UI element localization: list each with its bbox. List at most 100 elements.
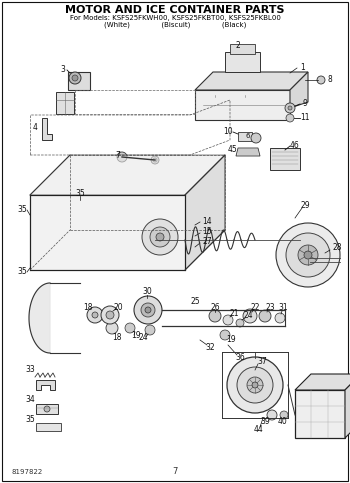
Bar (270, 148, 300, 170)
Text: 2: 2 (236, 42, 240, 51)
Text: 11: 11 (300, 114, 310, 123)
Text: 22: 22 (250, 302, 260, 312)
Text: 45: 45 (228, 145, 238, 155)
Text: 19: 19 (226, 336, 236, 344)
Circle shape (145, 307, 151, 313)
Polygon shape (36, 380, 55, 390)
Text: 24: 24 (138, 333, 148, 342)
Circle shape (69, 72, 81, 84)
Text: MOTOR AND ICE CONTAINER PARTS: MOTOR AND ICE CONTAINER PARTS (65, 5, 285, 15)
Circle shape (141, 303, 155, 317)
Polygon shape (345, 374, 350, 438)
Text: 18: 18 (112, 332, 122, 341)
Bar (68, 72, 90, 90)
Text: 34: 34 (25, 396, 35, 404)
Text: 7: 7 (116, 151, 120, 159)
Circle shape (72, 75, 78, 81)
Text: 27: 27 (202, 238, 212, 246)
Circle shape (134, 296, 162, 324)
Circle shape (150, 227, 170, 247)
Polygon shape (295, 374, 350, 390)
Circle shape (317, 76, 325, 84)
Polygon shape (30, 155, 225, 195)
Text: 36: 36 (235, 354, 245, 363)
Text: 35: 35 (17, 205, 27, 214)
Circle shape (288, 106, 292, 110)
Circle shape (286, 233, 330, 277)
Text: 1: 1 (301, 63, 305, 72)
Circle shape (251, 133, 261, 143)
Circle shape (92, 312, 98, 318)
Text: 44: 44 (253, 426, 263, 435)
Text: 28: 28 (332, 243, 342, 253)
Circle shape (153, 158, 157, 162)
Text: 40: 40 (277, 417, 287, 426)
Circle shape (267, 410, 277, 420)
Text: 46: 46 (290, 141, 300, 150)
Circle shape (247, 377, 263, 393)
Circle shape (280, 411, 288, 419)
Circle shape (151, 156, 159, 164)
Circle shape (304, 251, 312, 259)
Circle shape (243, 309, 257, 323)
Polygon shape (290, 72, 308, 108)
Circle shape (237, 367, 273, 403)
Text: 3: 3 (61, 66, 65, 74)
Text: 35: 35 (25, 415, 35, 425)
Circle shape (106, 322, 118, 334)
Circle shape (44, 406, 50, 412)
Circle shape (298, 245, 318, 265)
Circle shape (252, 382, 258, 388)
Text: 20: 20 (113, 302, 123, 312)
Circle shape (223, 315, 233, 325)
Circle shape (145, 325, 155, 335)
Text: For Models: KSFS25FKWH00, KSFS25FKBT00, KSFS25FKBL00: For Models: KSFS25FKWH00, KSFS25FKBT00, … (70, 15, 280, 21)
Bar (195, 90, 290, 120)
Bar (230, 44, 255, 54)
Polygon shape (30, 195, 185, 270)
Circle shape (275, 313, 285, 323)
Circle shape (220, 330, 230, 340)
Circle shape (106, 311, 114, 319)
Polygon shape (195, 72, 308, 90)
Circle shape (236, 319, 244, 327)
Text: 35: 35 (75, 188, 85, 198)
Text: 15: 15 (202, 227, 212, 237)
Text: 19: 19 (131, 330, 141, 340)
Text: 29: 29 (300, 200, 310, 210)
Text: 18: 18 (83, 303, 93, 313)
Text: 37: 37 (257, 357, 267, 367)
Text: 31: 31 (278, 303, 288, 313)
Bar (36, 423, 61, 431)
Circle shape (286, 114, 294, 122)
Text: 4: 4 (33, 124, 37, 132)
Text: 23: 23 (265, 302, 275, 312)
Text: 8197822: 8197822 (12, 469, 43, 475)
Circle shape (125, 323, 135, 333)
Text: 6: 6 (246, 133, 250, 139)
Polygon shape (42, 118, 52, 140)
Circle shape (276, 223, 340, 287)
Polygon shape (29, 283, 50, 353)
Text: 14: 14 (202, 217, 212, 227)
Text: 24: 24 (243, 312, 253, 321)
Bar (36, 404, 58, 414)
Text: 32: 32 (205, 343, 215, 353)
Circle shape (227, 357, 283, 413)
Text: 25: 25 (190, 298, 200, 307)
Text: 33: 33 (25, 366, 35, 374)
Text: 7: 7 (172, 468, 178, 477)
Text: 8: 8 (328, 75, 332, 85)
Circle shape (209, 310, 221, 322)
Bar (225, 52, 260, 72)
Circle shape (87, 307, 103, 323)
Circle shape (285, 103, 295, 113)
Text: 9: 9 (302, 99, 307, 108)
Text: 39: 39 (260, 417, 270, 426)
Polygon shape (185, 155, 225, 270)
Text: 26: 26 (210, 302, 220, 312)
Text: 10: 10 (223, 128, 233, 137)
Text: (White)              (Biscuit)              (Black): (White) (Biscuit) (Black) (104, 22, 246, 28)
Circle shape (259, 310, 271, 322)
Circle shape (142, 219, 178, 255)
